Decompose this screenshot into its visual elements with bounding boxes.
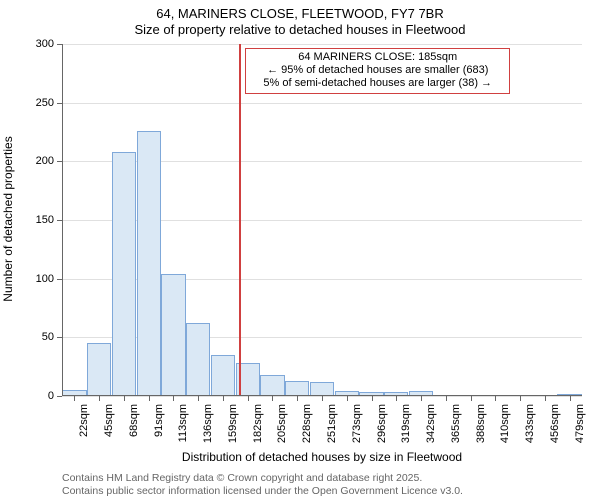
x-tick-label: 22sqm	[78, 404, 90, 437]
x-tick-label: 273sqm	[351, 404, 363, 443]
x-tick-mark	[520, 396, 521, 401]
x-tick-mark	[446, 396, 447, 401]
y-tick-mark	[57, 103, 62, 104]
x-tick-mark	[545, 396, 546, 401]
y-tick-label: 150	[22, 214, 54, 226]
x-tick-label: 228sqm	[301, 404, 313, 443]
x-tick-label: 319sqm	[400, 404, 412, 443]
x-tick-label: 479sqm	[574, 404, 586, 443]
histogram-bar	[260, 375, 284, 396]
x-tick-mark	[99, 396, 100, 401]
x-tick-mark	[347, 396, 348, 401]
y-tick-label: 100	[22, 273, 54, 285]
x-tick-mark	[223, 396, 224, 401]
x-tick-mark	[74, 396, 75, 401]
histogram-bar	[161, 274, 185, 396]
histogram-bar	[137, 131, 161, 396]
x-tick-label: 388sqm	[475, 404, 487, 443]
x-tick-mark	[570, 396, 571, 401]
annotation-box: 64 MARINERS CLOSE: 185sqm← 95% of detach…	[245, 48, 510, 94]
y-tick-mark	[57, 220, 62, 221]
y-tick-mark	[57, 161, 62, 162]
x-tick-label: 365sqm	[450, 404, 462, 443]
x-tick-label: 456sqm	[549, 404, 561, 443]
x-tick-label: 251sqm	[326, 404, 338, 443]
x-tick-mark	[149, 396, 150, 401]
x-tick-mark	[124, 396, 125, 401]
gridline	[62, 44, 582, 45]
plot-area: 64 MARINERS CLOSE: 185sqm← 95% of detach…	[62, 44, 582, 396]
credit-line-1: Contains HM Land Registry data © Crown c…	[62, 472, 422, 484]
histogram-bar	[310, 382, 334, 396]
y-tick-mark	[57, 44, 62, 45]
x-tick-label: 91sqm	[153, 404, 165, 437]
histogram-bar	[285, 381, 309, 396]
x-tick-label: 159sqm	[227, 404, 239, 443]
y-tick-mark	[57, 337, 62, 338]
y-tick-label: 0	[22, 390, 54, 402]
x-tick-label: 136sqm	[202, 404, 214, 443]
x-tick-mark	[396, 396, 397, 401]
x-tick-label: 433sqm	[524, 404, 536, 443]
x-tick-mark	[372, 396, 373, 401]
x-tick-label: 342sqm	[425, 404, 437, 443]
x-tick-mark	[421, 396, 422, 401]
y-tick-mark	[57, 396, 62, 397]
annotation-line: 64 MARINERS CLOSE: 185sqm	[252, 51, 503, 64]
chart-subtitle: Size of property relative to detached ho…	[0, 22, 600, 37]
y-axis-label: Number of detached properties	[1, 119, 15, 319]
histogram-bar	[87, 343, 111, 396]
y-tick-label: 200	[22, 155, 54, 167]
x-tick-mark	[471, 396, 472, 401]
y-tick-label: 300	[22, 38, 54, 50]
histogram-bar	[211, 355, 235, 396]
histogram-bar	[186, 323, 210, 396]
y-tick-label: 250	[22, 97, 54, 109]
x-tick-mark	[272, 396, 273, 401]
y-tick-label: 50	[22, 331, 54, 343]
annotation-line: 5% of semi-detached houses are larger (3…	[252, 77, 503, 90]
x-tick-label: 45sqm	[103, 404, 115, 437]
x-tick-mark	[297, 396, 298, 401]
x-axis-label: Distribution of detached houses by size …	[62, 450, 582, 464]
histogram-bar	[112, 152, 136, 396]
x-tick-label: 205sqm	[276, 404, 288, 443]
x-tick-mark	[495, 396, 496, 401]
x-tick-mark	[248, 396, 249, 401]
annotation-line: ← 95% of detached houses are smaller (68…	[252, 64, 503, 77]
chart-title: 64, MARINERS CLOSE, FLEETWOOD, FY7 7BR	[0, 6, 600, 21]
x-tick-mark	[198, 396, 199, 401]
credit-line-2: Contains public sector information licen…	[62, 485, 463, 497]
x-tick-mark	[173, 396, 174, 401]
y-axis-line	[62, 44, 63, 396]
x-tick-label: 182sqm	[252, 404, 264, 443]
y-tick-mark	[57, 279, 62, 280]
gridline	[62, 103, 582, 104]
x-tick-mark	[322, 396, 323, 401]
x-tick-label: 410sqm	[499, 404, 511, 443]
x-tick-label: 113sqm	[177, 404, 189, 442]
x-tick-label: 296sqm	[376, 404, 388, 443]
property-marker-line	[239, 44, 241, 396]
x-tick-label: 68sqm	[128, 404, 140, 437]
